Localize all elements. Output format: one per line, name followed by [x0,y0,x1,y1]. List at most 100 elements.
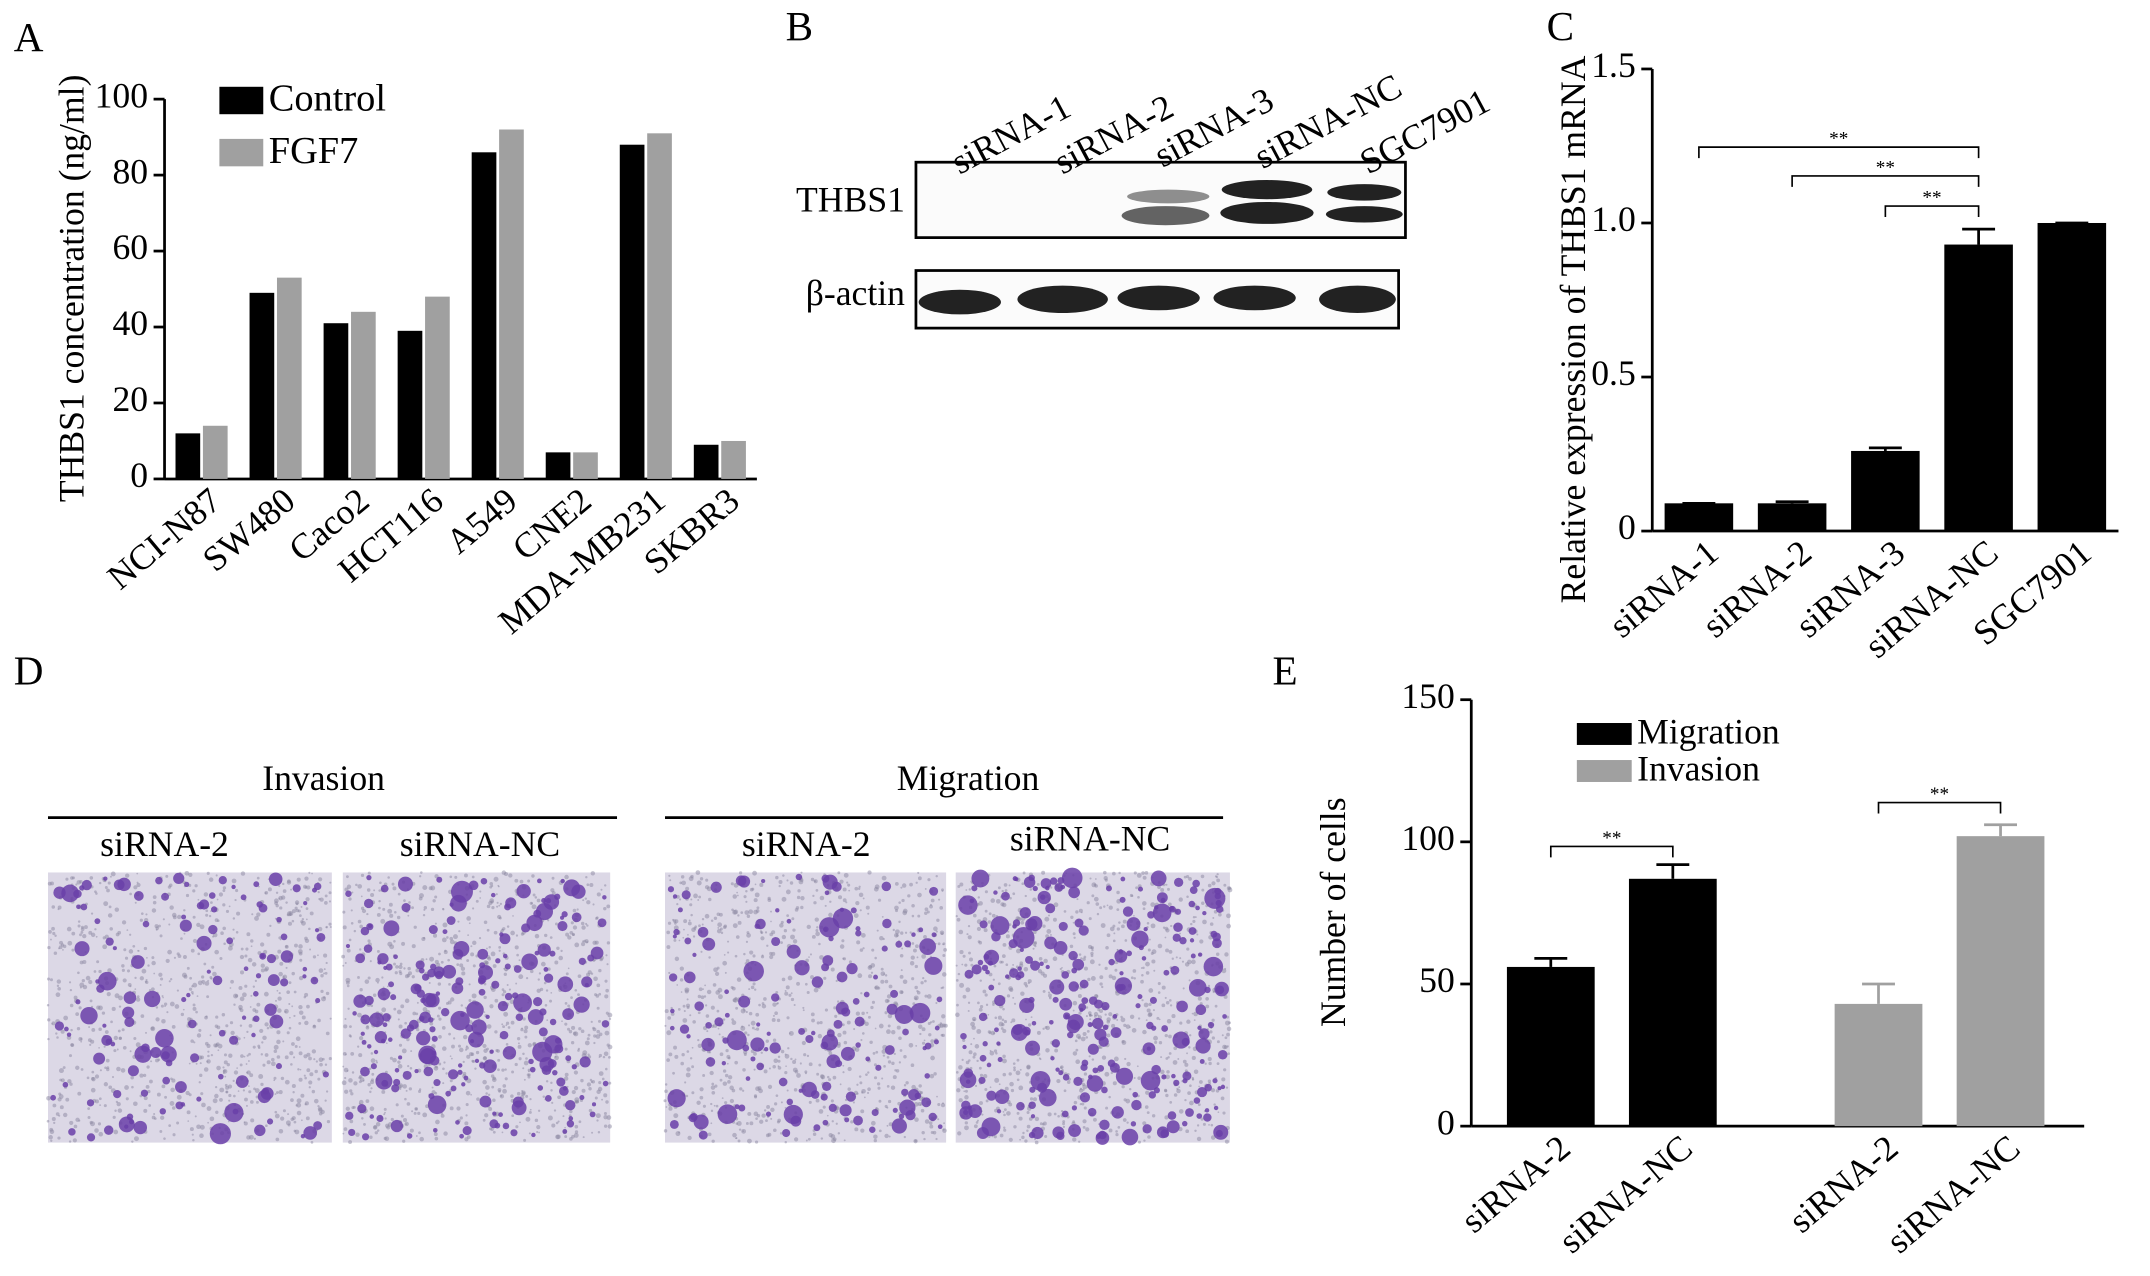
texture [248,1134,254,1140]
texture [603,1115,608,1120]
texture [225,1090,229,1094]
texture [357,884,363,889]
texture [276,1030,281,1035]
texture [79,960,84,965]
stained-cell [579,1056,591,1068]
texture [1085,1036,1089,1039]
stained-cell [256,901,263,908]
stained-cell [54,1021,65,1031]
texture [901,898,905,903]
texture [206,1106,212,1111]
texture [407,914,410,917]
texture [581,1088,586,1093]
texture [606,1115,612,1120]
texture [916,989,919,993]
stained-cell [382,1013,391,1022]
texture [817,1033,823,1039]
stained-cell [502,953,508,959]
texture [475,1050,480,1055]
texture [207,1121,209,1124]
texture [1024,894,1027,898]
texture [735,1006,739,1010]
texture [159,984,162,986]
texture [403,899,406,902]
texture [88,979,93,985]
texture [1179,957,1182,960]
texture [409,1128,414,1133]
stained-cell [348,1128,356,1137]
texture [207,1050,210,1053]
texture [859,948,864,952]
texture [909,961,915,966]
texture [415,1107,418,1111]
texture [415,968,420,973]
texture [1123,1023,1127,1028]
texture [65,1097,70,1102]
texture [1112,1081,1117,1086]
texture [482,1043,487,1049]
texture [51,905,56,909]
texture [46,1119,50,1123]
texture [183,909,186,912]
micrograph [47,872,332,1143]
texture [1023,981,1028,986]
texture [304,876,309,881]
stained-cell [565,1099,576,1111]
texture [718,994,723,1000]
stained-cell [1135,1003,1141,1009]
texture [274,1093,277,1095]
stained-cell [1185,1108,1194,1117]
texture [784,1107,787,1109]
texture [353,929,357,933]
texture [505,969,507,972]
texture [816,1072,820,1076]
texture [518,1057,522,1061]
texture [595,1034,601,1039]
texture [894,909,899,913]
texture [197,952,201,956]
stained-cell [701,1037,715,1052]
texture [244,954,248,958]
texture [690,913,693,917]
texture [397,892,401,896]
texture [504,1077,508,1081]
texture [71,931,76,936]
texture [190,948,195,953]
texture [1054,1048,1059,1053]
stained-cell [820,1093,828,1101]
texture [604,884,607,887]
stained-cell [602,895,607,900]
stained-cell [1143,926,1148,932]
texture [891,1061,895,1066]
texture [820,1137,824,1140]
stained-cell [133,891,144,901]
texture [929,904,933,909]
texture [1042,1027,1045,1030]
texture [713,916,718,920]
texture [361,909,367,914]
texture [134,976,137,980]
texture [246,1070,251,1075]
stained-cell [133,1120,148,1135]
texture [1026,1129,1029,1132]
texture [1003,1113,1006,1117]
stained-cell [841,1007,851,1017]
texture [1063,1089,1067,1093]
texture [203,892,209,897]
texture [435,1119,440,1125]
texture [1223,994,1228,999]
stained-cell [280,950,294,963]
stained-cell [1172,1031,1190,1049]
texture [675,1131,681,1137]
texture [968,1050,973,1055]
stained-cell [1061,1110,1069,1118]
texture [51,1021,56,1026]
texture [303,1074,306,1077]
stained-cell [232,1108,239,1115]
texture [855,1011,860,1016]
texture [471,875,475,879]
texture [129,933,132,936]
texture [505,1021,510,1025]
texture [940,932,944,936]
stained-cell [971,869,990,888]
